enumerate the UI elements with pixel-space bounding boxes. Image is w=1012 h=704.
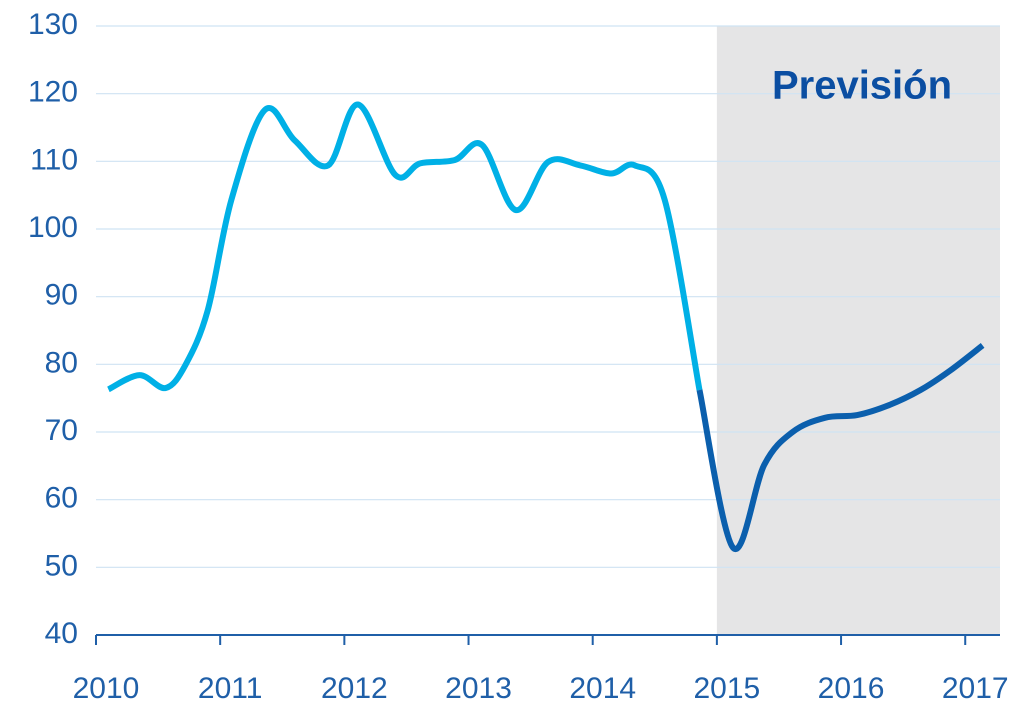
y-tick-label: 90 [45, 279, 78, 312]
x-tick-label: 2011 [198, 672, 263, 704]
y-tick-label: 60 [45, 482, 78, 515]
x-tick-label: 2015 [694, 672, 761, 704]
forecast-label: Previsión [772, 64, 952, 108]
y-tick-label: 40 [45, 617, 78, 650]
y-tick-label: 110 [30, 143, 78, 176]
x-tick-label: 2014 [569, 672, 636, 704]
x-tick-label: 2010 [73, 672, 140, 704]
x-tick-label: 2012 [321, 672, 388, 704]
y-tick-label: 130 [28, 8, 78, 41]
line-series [107, 101, 703, 393]
x-tick-label: 2016 [818, 672, 885, 704]
y-tick-label: 80 [45, 346, 78, 379]
y-tick-label: 120 [28, 76, 78, 109]
y-tick-label: 100 [28, 211, 78, 244]
line-series [696, 343, 985, 553]
x-tick-label: 2017 [942, 672, 1009, 704]
x-tick-label: 2013 [445, 672, 512, 704]
y-tick-label: 70 [45, 414, 78, 447]
y-tick-label: 50 [45, 549, 78, 582]
forecast-region [716, 26, 1000, 635]
